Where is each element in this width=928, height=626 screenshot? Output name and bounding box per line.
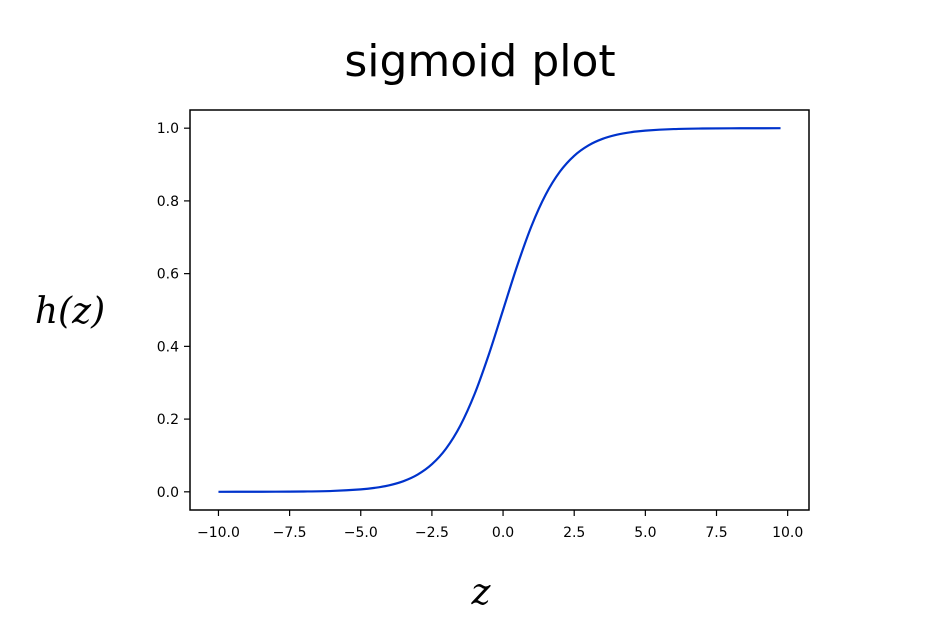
- y-tick-label: 1.0: [157, 121, 179, 137]
- plot-area: −10.0 −7.5 −5.0 −2.5 0.0 2.5 5.0 7.5 10.0 0.0 0.2…: [157, 109, 810, 541]
- y-tick-label: 0.2: [157, 412, 179, 428]
- y-tick-label: 0.4: [157, 339, 179, 355]
- x-tick-label: 0.0: [492, 525, 514, 541]
- plot-frame: [189, 109, 810, 511]
- x-axis-ticks: −10.0 −7.5 −5.0 −2.5 0.0 2.5 5.0 7.5 10.0: [197, 510, 803, 541]
- x-tick-label: 10.0: [772, 525, 803, 541]
- x-tick-label: −10.0: [197, 525, 240, 541]
- sigmoid-series-line: [218, 127, 781, 493]
- y-tick-label: 0.0: [157, 485, 179, 501]
- x-tick-label: 7.5: [705, 525, 727, 541]
- y-axis-ticks: 0.0 0.2 0.4 0.6 0.8 1.0: [157, 121, 190, 501]
- y-axis-label: h(z): [35, 291, 105, 332]
- chart-title: sigmoid plot: [344, 36, 615, 87]
- x-tick-label: −7.5: [273, 525, 307, 541]
- y-tick-label: 0.6: [157, 267, 179, 283]
- x-tick-label: −2.5: [415, 525, 449, 541]
- x-tick-label: 2.5: [563, 525, 585, 541]
- x-axis-label: z: [471, 572, 492, 613]
- x-tick-label: −5.0: [344, 525, 378, 541]
- x-tick-label: 5.0: [634, 525, 656, 541]
- y-tick-label: 0.8: [157, 194, 179, 210]
